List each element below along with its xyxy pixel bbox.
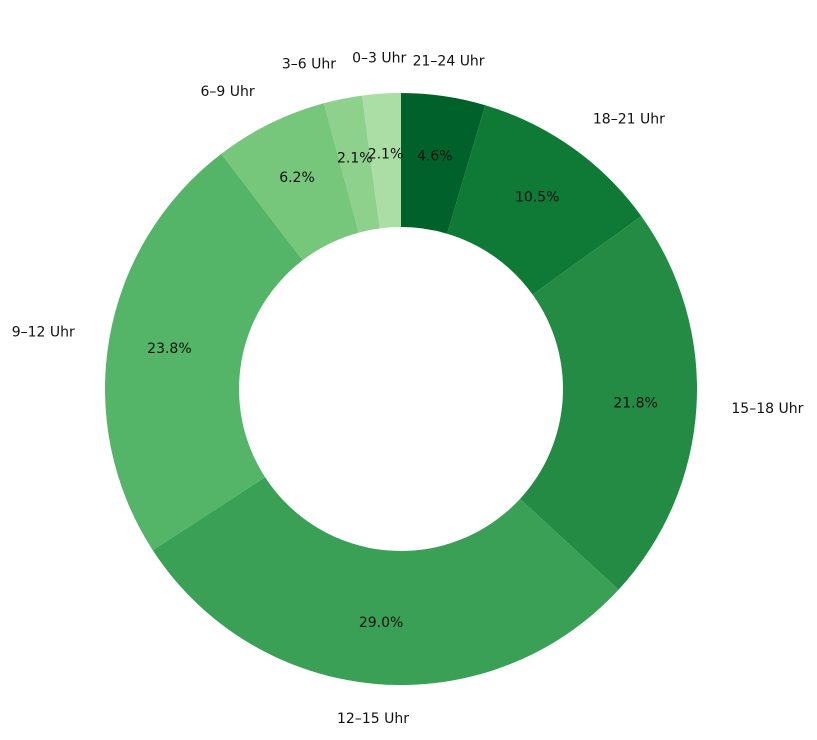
slice-3-6-uhr (323, 95, 380, 233)
percent-label-12-15-uhr: 29.0% (359, 615, 403, 631)
percent-label-0-3-uhr: 2.1% (368, 147, 404, 163)
slice-0-3-uhr (362, 93, 401, 229)
percent-label-3-6-uhr: 2.1% (337, 151, 373, 167)
slice-6-9-uhr (221, 103, 359, 261)
percent-label-6-9-uhr: 6.2% (279, 170, 315, 186)
category-label-9-12-uhr: 9–12 Uhr (12, 325, 75, 341)
category-label-12-15-uhr: 12–15 Uhr (337, 711, 409, 727)
category-label-18-21-uhr: 18–21 Uhr (593, 111, 665, 127)
slice-12-15-uhr (152, 477, 619, 685)
category-label-15-18-uhr: 15–18 Uhr (731, 401, 803, 417)
slice-9-12-uhr (104, 153, 303, 551)
category-label-3-6-uhr: 3–6 Uhr (282, 56, 336, 72)
category-label-0-3-uhr: 0–3 Uhr (352, 51, 406, 67)
slice-15-18-uhr (520, 216, 697, 590)
category-labels-group: 21–24 Uhr 18–21 Uhr 15–18 Uhr 12–15 Uhr 9–12… (12, 51, 804, 727)
slice-21-24-uhr (401, 93, 486, 234)
percent-labels-group: 4.6% 10.5% 21.8% 29.0% 23.8% 6.2% 2.1%2.1% (147, 147, 658, 632)
slices-group (104, 93, 697, 685)
percent-label-9-12-uhr: 23.8% (147, 341, 191, 357)
percent-label-15-18-uhr: 21.8% (613, 395, 657, 411)
percent-label-21-24-uhr: 4.6% (417, 148, 453, 164)
slice-18-21-uhr (447, 105, 642, 295)
category-label-21-24-uhr: 21–24 Uhr (413, 53, 485, 69)
percent-label-18-21-uhr: 10.5% (515, 190, 559, 206)
category-label-6-9-uhr: 6–9 Uhr (200, 84, 254, 100)
